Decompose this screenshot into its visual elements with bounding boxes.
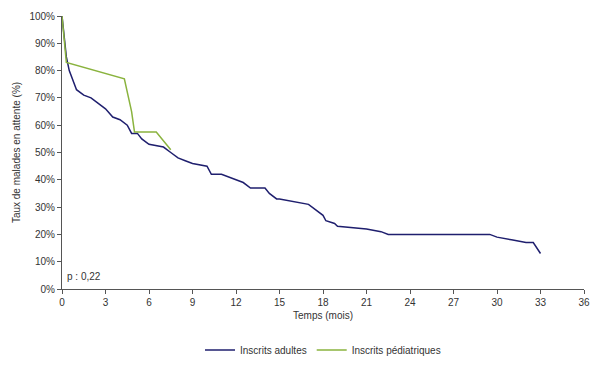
- svg-text:70%: 70%: [35, 92, 55, 103]
- svg-text:0%: 0%: [41, 284, 56, 295]
- svg-text:100%: 100%: [29, 11, 55, 22]
- svg-text:80%: 80%: [35, 65, 55, 76]
- svg-text:50%: 50%: [35, 147, 55, 158]
- svg-text:60%: 60%: [35, 120, 55, 131]
- svg-text:10%: 10%: [35, 256, 55, 267]
- svg-text:9: 9: [190, 297, 196, 308]
- svg-text:30%: 30%: [35, 202, 55, 213]
- svg-text:90%: 90%: [35, 38, 55, 49]
- svg-text:24: 24: [404, 297, 416, 308]
- svg-text:12: 12: [230, 297, 242, 308]
- svg-text:18: 18: [317, 297, 329, 308]
- svg-text:Inscrits adultes: Inscrits adultes: [240, 345, 307, 356]
- svg-text:p : 0,22: p : 0,22: [67, 271, 101, 282]
- svg-text:20%: 20%: [35, 229, 55, 240]
- svg-text:36: 36: [578, 297, 590, 308]
- svg-text:27: 27: [448, 297, 460, 308]
- svg-text:30: 30: [491, 297, 503, 308]
- svg-text:15: 15: [274, 297, 286, 308]
- svg-text:40%: 40%: [35, 174, 55, 185]
- svg-text:0: 0: [59, 297, 65, 308]
- svg-text:21: 21: [361, 297, 373, 308]
- svg-text:Temps (mois): Temps (mois): [293, 310, 353, 321]
- svg-text:Inscrits pédiatriques: Inscrits pédiatriques: [352, 345, 441, 356]
- svg-text:3: 3: [103, 297, 109, 308]
- svg-text:Taux de malades en attente (%): Taux de malades en attente (%): [11, 82, 22, 223]
- svg-text:33: 33: [535, 297, 547, 308]
- svg-text:6: 6: [146, 297, 152, 308]
